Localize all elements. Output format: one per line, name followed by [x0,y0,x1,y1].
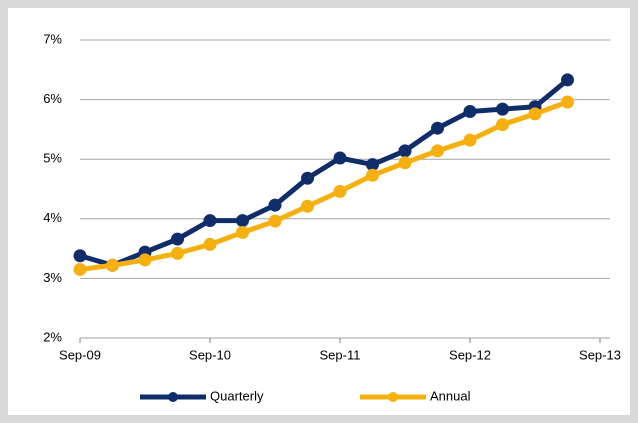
point [73,262,87,276]
y-tick-label: 3% [43,270,62,285]
y-tick-label: 2% [43,329,62,344]
point [463,105,477,119]
point [73,249,87,263]
legend-marker [388,392,398,402]
point [203,237,217,251]
point [528,107,542,121]
y-tick-label: 4% [43,210,62,225]
x-tick-label: Sep-10 [189,347,231,362]
y-tick-label: 7% [43,31,62,46]
point [463,133,477,147]
y-tick-label: 6% [43,91,62,106]
x-tick-label: Sep-12 [449,347,491,362]
y-tick-label: 5% [43,151,62,166]
legend-label: Annual [430,388,471,403]
point [398,144,412,158]
point [366,158,379,172]
point [106,258,119,272]
point [431,144,444,158]
point [366,168,379,182]
point [268,214,282,228]
point [496,118,509,132]
x-tick-label: Sep-11 [320,347,361,362]
panel [8,8,630,415]
point [236,226,249,240]
point [171,246,184,260]
series-line [79,78,570,268]
x-tick-label: Sep-13 [579,347,621,362]
x-tick-label: Sep-09 [59,347,101,362]
point [561,73,574,87]
legend-marker [168,392,178,402]
series-line [79,99,569,272]
point [203,214,217,228]
point [333,151,347,165]
point [138,253,152,267]
point [171,232,184,246]
point [301,199,314,213]
point [431,121,444,135]
point [301,171,314,185]
point [496,102,509,116]
point [561,95,574,109]
point [333,184,347,198]
point [236,214,249,228]
point [268,198,282,212]
legend-label: Quarterly [210,388,264,403]
point [398,156,412,170]
